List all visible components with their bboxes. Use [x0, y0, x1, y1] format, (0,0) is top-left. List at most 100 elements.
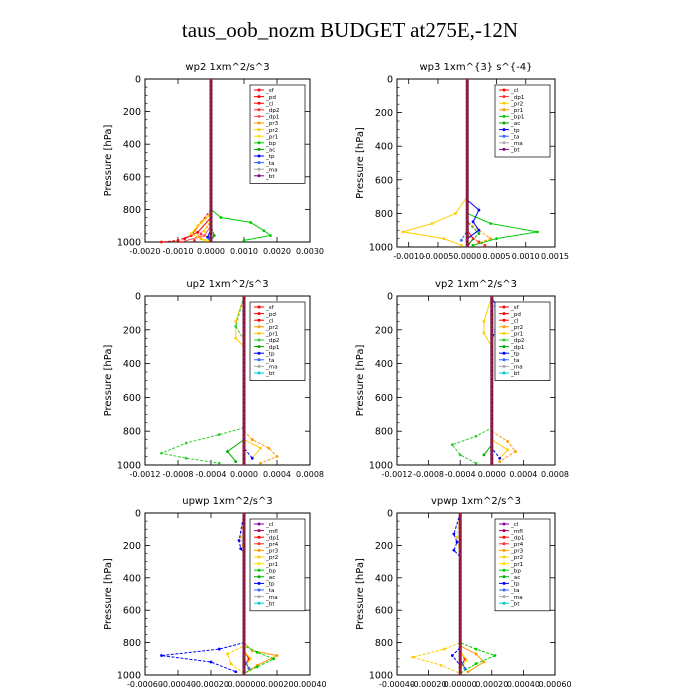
chart-4-legend-entry: _tp: [510, 351, 520, 357]
chart-6: vpwp 1xm^2/s^3 Pressure [hPa] 0 200 400 600 80…: [355, 496, 572, 689]
chart-6-point: [443, 647, 446, 651]
chart-2-point: [471, 243, 475, 247]
chart-2-point: [454, 212, 457, 215]
chart-6-series-pr2: [410, 512, 461, 674]
chart-3-ytick-label: 200: [123, 325, 141, 336]
chart-2-point: [495, 237, 498, 241]
chart-3-legend-marker: [257, 331, 261, 335]
chart-6-legend-marker: [502, 529, 506, 533]
chart-3-xtick-label: -0.0008: [163, 470, 194, 479]
chart-1-ytick-label: 800: [123, 205, 141, 216]
chart-5-xtick-label: -0.00060: [127, 680, 163, 689]
chart-1-legend-marker: [257, 161, 261, 165]
chart-3-ytick-label: 0: [135, 292, 141, 303]
chart-3-legend-entry: _ma: [265, 365, 278, 371]
chart-2-point: [489, 237, 493, 241]
chart-2-point: [477, 208, 481, 212]
chart-5-title: upwp 1xm^2/s^3: [182, 496, 272, 507]
chart-1-ytick-label: 200: [123, 107, 141, 118]
chart-6-legend-marker: [502, 522, 506, 526]
chart-5-point: [234, 670, 238, 674]
chart-4-legend-entry: _cl: [510, 318, 519, 324]
chart-3-title: up2 1xm^2/s^3: [186, 279, 268, 290]
chart-4-legend-marker: [502, 371, 506, 375]
chart-1-point: [160, 240, 163, 244]
chart-3-legend-marker: [257, 338, 261, 342]
chart-4-point: [474, 434, 478, 438]
chart-4-xtick-label: 0.0008: [541, 470, 569, 479]
chart-5-point: [255, 650, 259, 654]
chart-1-legend-entry: _sf: [265, 88, 275, 94]
chart-6-point: [474, 647, 478, 651]
chart-6-series-tp: [451, 512, 461, 666]
chart-3-legend-marker: [257, 351, 261, 355]
chart-1-series-pr2: [190, 79, 212, 241]
chart-4-point: [498, 460, 502, 464]
chart-6-xtick-label: 0.00000: [444, 680, 477, 689]
chart-1-point: [212, 234, 216, 237]
chart-6-legend-marker: [502, 601, 506, 605]
chart-6-legend-entry: _pr3: [510, 549, 524, 555]
chart-4-series-dp2: [451, 296, 493, 464]
chart-5-ytick-label: 600: [123, 606, 141, 617]
chart-1-point: [249, 221, 253, 224]
chart-6-point: [482, 660, 486, 664]
chart-1-series-pr3: [193, 79, 212, 240]
chart-5-point: [255, 665, 259, 669]
chart-5-legend-marker: [257, 575, 261, 579]
chart-5-ytick-label: 1000: [117, 671, 141, 682]
chart-5-point: [272, 657, 276, 661]
chart-5-legend-entry: _mfl: [265, 529, 278, 535]
chart-2-legend-entry: _bt: [510, 148, 520, 154]
chart-2-ytick-label: 800: [375, 209, 393, 220]
chart-6-title: vpwp 1xm^2/s^3: [431, 496, 521, 507]
chart-5-legend-entry: _cl: [265, 522, 274, 528]
chart-5-ytick-label: 200: [123, 541, 141, 552]
chart-1-legend-marker: [257, 101, 261, 105]
chart-4-legend-entry: _pr1: [510, 332, 524, 338]
chart-2-xtick-label: -0.0005: [423, 252, 454, 261]
chart-2-xtick-label: 0.0015: [541, 252, 569, 261]
chart-3-legend-marker: [257, 371, 261, 375]
chart-1-xtick-label: 0.0020: [263, 247, 291, 256]
chart-1-legend-entry: _cl: [265, 101, 274, 107]
chart-4-ylabel: Pressure [hPa]: [355, 345, 366, 417]
chart-2-series-ac: [466, 79, 480, 246]
chart-4-xtick-label: 0.0000: [478, 470, 506, 479]
chart-5-legend-marker: [257, 535, 261, 539]
chart-3-series-dp2: [159, 295, 245, 464]
chart-2-ytick-label: 400: [375, 142, 393, 153]
chart-3-legend-marker: [257, 312, 261, 316]
chart-6-legend-marker: [502, 562, 506, 566]
chart-4-ytick-label: 200: [375, 325, 393, 336]
chart-4-point: [514, 450, 517, 453]
chart-6-ytick-label: 200: [375, 541, 393, 552]
chart-5-legend-entry: _bp: [265, 568, 276, 574]
chart-4-legend-entry: _pr2: [510, 325, 523, 331]
chart-4-point: [482, 331, 486, 335]
chart-2-legend-marker: [502, 134, 506, 138]
chart-5-legend-entry: _ta: [265, 588, 274, 594]
chart-2-legend-marker: [502, 141, 506, 145]
chart-5-point: [239, 547, 243, 551]
chart-2-point: [459, 243, 463, 247]
chart-6-point: [465, 659, 468, 662]
chart-2-legend-entry: _ma: [510, 141, 523, 147]
chart-5-ytick-label: 400: [123, 573, 141, 584]
chart-6-series-bp: [459, 513, 497, 674]
chart-3-ytick-label: 600: [123, 393, 141, 404]
chart-2-legend-marker: [502, 108, 506, 112]
chart-1-legend-entry: _dp2: [265, 108, 279, 114]
chart-6-point: [474, 652, 478, 656]
chart-4-legend-marker: [502, 305, 506, 309]
chart-5-legend-entry: _pr3: [265, 549, 279, 555]
chart-2-xtick-label: -0.0010: [393, 252, 424, 261]
chart-1-point: [183, 237, 187, 241]
chart-6-ytick-label: 0: [387, 509, 393, 520]
chart-1-legend-entry: _pd: [265, 95, 276, 101]
chart-3-point: [234, 460, 238, 464]
chart-3-legend-marker: [257, 364, 261, 368]
page-title: taus_oob_nozm BUDGET at275E,-12N: [181, 18, 519, 42]
chart-4-legend-entry: _ta: [510, 358, 519, 364]
chart-4-xtick-label: -0.0004: [445, 470, 476, 479]
